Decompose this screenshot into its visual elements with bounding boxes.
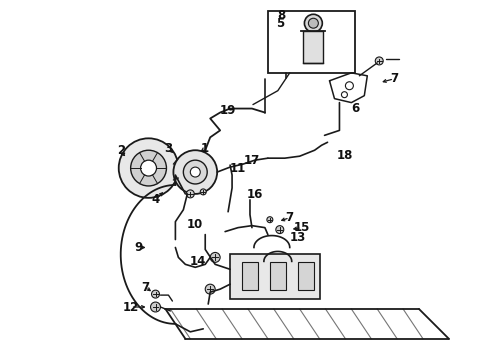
Bar <box>268 11 355 73</box>
Text: 10: 10 <box>187 218 203 231</box>
Text: 14: 14 <box>190 255 206 268</box>
Text: 13: 13 <box>290 231 306 244</box>
Text: 1: 1 <box>201 142 209 155</box>
Circle shape <box>186 190 195 198</box>
Circle shape <box>205 284 215 294</box>
Circle shape <box>200 189 206 195</box>
Circle shape <box>308 18 318 28</box>
Text: 7: 7 <box>286 211 294 224</box>
Circle shape <box>183 160 207 184</box>
Circle shape <box>345 82 353 90</box>
Circle shape <box>173 150 217 194</box>
Circle shape <box>304 14 322 32</box>
Bar <box>230 255 319 299</box>
Text: 16: 16 <box>247 188 263 201</box>
Text: 17: 17 <box>244 154 260 167</box>
Bar <box>242 262 258 290</box>
Bar <box>298 262 314 290</box>
Text: 8: 8 <box>278 9 286 22</box>
Circle shape <box>151 290 159 298</box>
Text: 7: 7 <box>390 72 398 85</box>
Circle shape <box>119 138 178 198</box>
Circle shape <box>150 302 161 312</box>
Circle shape <box>210 252 220 262</box>
Text: 6: 6 <box>351 102 360 115</box>
Text: 9: 9 <box>134 241 143 254</box>
Text: 12: 12 <box>122 301 139 314</box>
Bar <box>270 262 286 290</box>
Circle shape <box>375 57 383 65</box>
Circle shape <box>342 92 347 98</box>
Text: 15: 15 <box>294 221 310 234</box>
Text: 18: 18 <box>336 149 353 162</box>
Text: 7: 7 <box>142 281 149 294</box>
Circle shape <box>131 150 167 186</box>
Text: 3: 3 <box>164 142 172 155</box>
Circle shape <box>190 167 200 177</box>
Bar <box>303 31 323 63</box>
Text: 2: 2 <box>117 144 125 157</box>
Text: 5: 5 <box>276 17 284 30</box>
Circle shape <box>267 217 273 223</box>
Text: 11: 11 <box>230 162 246 175</box>
Text: 4: 4 <box>151 193 160 206</box>
Circle shape <box>276 226 284 234</box>
Text: 19: 19 <box>220 104 236 117</box>
Circle shape <box>141 160 156 176</box>
